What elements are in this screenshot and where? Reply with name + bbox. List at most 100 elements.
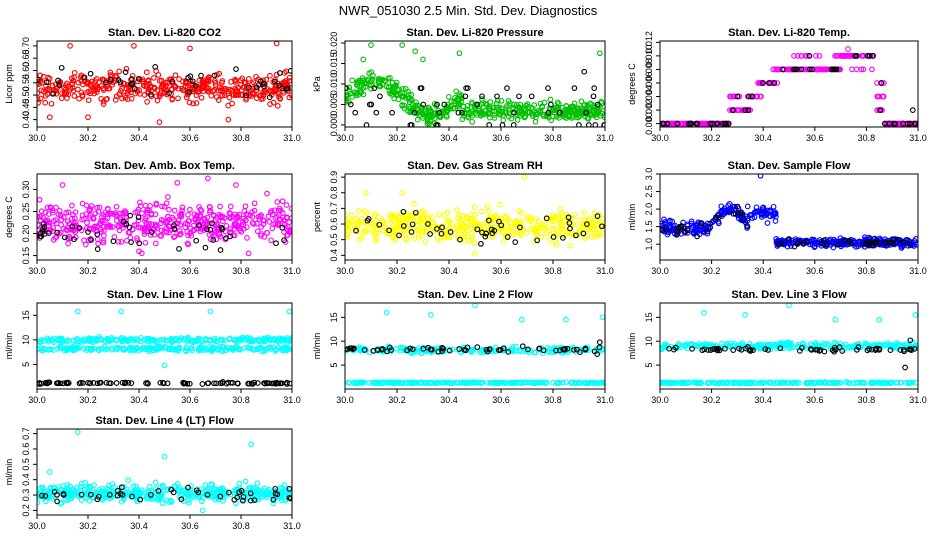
data-point — [889, 379, 895, 386]
data-point — [869, 53, 876, 59]
data-point — [231, 345, 237, 352]
data-point — [179, 204, 186, 211]
data-point — [757, 80, 764, 86]
data-point — [185, 232, 191, 239]
data-point — [370, 379, 376, 386]
y-tick-label: 0.008 — [644, 58, 654, 81]
data-point — [674, 120, 681, 127]
data-point — [195, 346, 202, 352]
data-point — [556, 109, 563, 116]
data-point — [56, 82, 63, 89]
data-point — [593, 114, 600, 121]
data-point — [853, 53, 860, 59]
data-point — [373, 236, 380, 243]
data-point — [81, 78, 88, 85]
data-point — [92, 223, 98, 230]
data-point — [212, 82, 219, 88]
data-point — [371, 212, 378, 219]
data-point — [193, 237, 200, 244]
data-point — [589, 380, 596, 386]
data-point — [570, 103, 577, 110]
data-point — [478, 240, 484, 247]
data-point — [45, 85, 51, 92]
data-point — [794, 53, 801, 59]
data-point — [425, 112, 431, 119]
data-point — [253, 73, 259, 80]
data-point — [745, 93, 752, 100]
data-point — [854, 347, 860, 353]
data-point — [180, 78, 186, 85]
data-point — [468, 215, 474, 222]
data-point — [219, 92, 226, 99]
data-point — [479, 93, 485, 100]
data-point — [94, 223, 100, 230]
data-point — [148, 91, 154, 98]
x-tick-label: 30.0 — [28, 395, 46, 405]
x-tick-label: 30.0 — [28, 133, 46, 143]
data-point — [900, 242, 907, 249]
data-point — [172, 84, 179, 91]
data-point — [556, 379, 563, 386]
data-point — [365, 216, 372, 222]
outlier-point — [383, 309, 390, 316]
outlier-point — [46, 114, 53, 121]
data-point — [786, 236, 792, 242]
data-point — [79, 200, 86, 207]
data-point — [521, 379, 528, 386]
data-point — [227, 210, 234, 217]
data-point — [560, 227, 566, 233]
outlier-point — [412, 48, 419, 55]
data-point — [223, 223, 230, 229]
data-point — [844, 53, 851, 59]
data-point — [417, 85, 424, 91]
data-point — [186, 89, 193, 96]
data-point — [409, 221, 416, 228]
data-point — [502, 379, 509, 386]
data-point — [196, 88, 203, 95]
data-point — [132, 336, 138, 342]
data-point — [81, 237, 87, 244]
data-point — [681, 380, 687, 386]
data-point — [469, 236, 475, 243]
data-point — [256, 92, 263, 99]
data-point — [562, 346, 568, 352]
data-point — [49, 82, 56, 89]
data-point — [758, 379, 765, 386]
data-point — [415, 102, 422, 109]
data-point — [128, 239, 134, 245]
data-point — [72, 229, 79, 235]
data-point — [457, 236, 463, 243]
data-point — [248, 337, 255, 344]
data-point — [692, 224, 699, 231]
data-point — [112, 72, 119, 79]
y-tick-label: 2.0 — [644, 203, 654, 216]
data-point — [591, 85, 598, 91]
data-point — [564, 345, 571, 352]
data-point — [45, 379, 52, 386]
series-upper — [37, 308, 292, 369]
data-point — [711, 345, 718, 352]
data-point — [235, 214, 241, 221]
data-point — [439, 224, 445, 231]
outlier-point — [118, 308, 124, 315]
data-point — [536, 225, 543, 232]
data-point — [48, 346, 55, 353]
data-point — [232, 92, 239, 98]
data-point — [74, 336, 81, 342]
data-point — [107, 211, 114, 217]
data-point — [420, 101, 427, 108]
data-point — [516, 208, 522, 215]
data-point — [268, 237, 275, 244]
data-point — [176, 246, 182, 252]
data-point — [424, 119, 431, 125]
x-tick-label: 30.2 — [703, 395, 721, 405]
data-point — [210, 88, 216, 95]
data-point — [506, 102, 513, 109]
data-point — [69, 202, 75, 209]
data-point — [445, 94, 452, 100]
data-point — [72, 209, 79, 215]
data-point — [57, 229, 64, 236]
data-point — [897, 379, 904, 386]
data-point — [241, 79, 248, 85]
data-point — [662, 342, 668, 349]
